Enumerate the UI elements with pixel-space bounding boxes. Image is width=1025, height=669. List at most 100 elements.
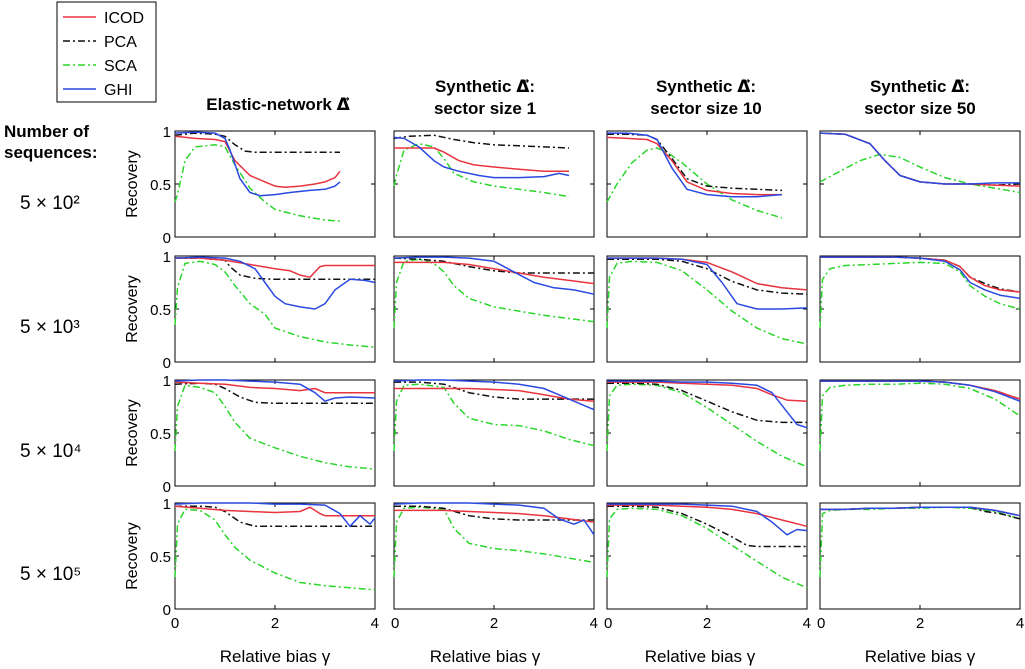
y-axis-label: Recovery [124,275,141,343]
y-tick-label: 0.5 [150,426,171,443]
y-tick-label: 1 [163,373,171,390]
series-line-pca [607,258,808,295]
legend-label-icod: ICOD [104,10,144,27]
panel-r1-c1: 0 0.5 1 Recovery [124,124,376,247]
panel-frame [393,130,595,238]
row-label-2: 5 × 10³ [20,317,80,338]
panel-r3-c4 [819,379,1021,487]
panel-frame [606,379,808,487]
series-line-ghi [393,379,595,411]
panel-frame [393,255,595,363]
x-tick-label: 4 [803,615,811,632]
y-tick-label: 1 [163,249,171,266]
panel-frame [174,130,376,238]
y-tick-label: 0.5 [150,549,171,566]
panel-r2-c4 [819,255,1021,363]
panel-r1-c2 [393,130,595,238]
y-axis-label: Recovery [124,399,141,467]
series-line-sca [606,260,808,345]
row-header-line2: sequences: [4,143,98,162]
series-line-sca [606,507,808,589]
panel-frame [393,379,595,487]
panel-frame [174,255,376,363]
panel-frame [174,502,376,610]
column-title-1: Elastic-network Δ⃗ [206,95,350,114]
series-line-sca [174,508,376,591]
column-title-4-line1: Synthetic Δ⃗: [870,77,970,96]
panel-r2-c2 [393,255,595,363]
series-line-icod [174,381,375,394]
panel-r1-c3 [606,130,808,238]
panel-r1-c4 [819,130,1021,238]
x-tick-label: 0 [604,615,612,632]
series-line-ghi [607,132,783,198]
panel-frame [819,255,1021,363]
y-tick-label: 0 [163,230,171,247]
x-tick-label: 4 [590,615,598,632]
legend-label-sca: SCA [104,58,137,75]
series-line-ghi [820,380,1021,402]
y-tick-label: 0 [163,479,171,496]
column-title-3-line1: Synthetic Δ⃗: [656,77,756,96]
series-line-sca [819,261,1021,329]
panel-r3-c2 [393,379,595,487]
row-label-3: 5 × 10⁴ [20,441,82,462]
y-tick-label: 0.5 [150,302,171,319]
y-tick-label: 0 [163,602,171,619]
y-tick-label: 0.5 [150,177,171,194]
series-line-sca [819,382,1021,452]
series-line-sca [606,383,808,468]
xlabel-col-2: Relative bias γ [430,647,541,666]
x-tick-label: 0 [391,615,399,632]
y-tick-label: 1 [163,496,171,513]
panel-r2-c3 [606,255,808,363]
legend-label-ghi: GHI [104,82,132,99]
panel-r3-c3 [606,379,808,487]
series-line-ghi [393,256,595,295]
x-tick-label: 0 [171,615,179,632]
series-line-icod [607,504,808,528]
xlabel-col-4: Relative bias γ [865,647,976,666]
panel-frame [819,130,1021,238]
series-line-ghi [393,502,595,536]
series-line-icod [175,257,375,278]
series-line-ghi [820,506,1021,517]
panel-frame [819,502,1021,610]
xlabel-col-1: Relative bias γ [220,647,331,666]
series-line-icod [174,505,375,517]
row-label-4: 5 × 10⁵ [20,564,81,585]
legend-box [56,1,157,103]
series-line-icod [394,387,595,402]
series-line-ghi [607,380,808,429]
x-tick-label: 2 [271,615,279,632]
series-line-sca [393,258,595,329]
series-line-icod [607,381,808,402]
series-line-pca [607,505,807,548]
row-header-line1: Number of [4,122,89,141]
series-line-ghi [174,256,376,310]
series-line-pca [607,382,807,424]
series-line-pca [393,257,594,274]
series-line-ghi [393,136,570,179]
series-line-icod [394,147,569,173]
series-line-sca [393,142,570,198]
y-tick-label: 0 [163,355,171,372]
x-tick-label: 4 [371,615,379,632]
series-line-ghi [174,131,341,197]
column-title-2-line2: sector size 1 [434,99,536,118]
legend-label-pca: PCA [104,34,137,51]
panel-r4-c2: 0 2 4 [391,502,598,632]
panel-r3-c1: 0 0.5 1 Recovery [124,373,376,496]
series-line-ghi [607,257,808,310]
series-line-sca [819,153,1021,194]
series-line-icod [394,261,595,285]
series-line-ghi [820,256,1021,300]
series-line-icod [606,136,782,196]
x-tick-label: 2 [916,615,924,632]
y-tick-label: 1 [163,124,171,141]
xlabel-col-3: Relative bias γ [645,647,756,666]
x-tick-label: 2 [490,615,498,632]
panel-r4-c1: 0 0.5 1 Recovery 0 2 4 [124,496,379,632]
column-title-2-line1: Synthetic Δ⃗: [435,77,535,96]
